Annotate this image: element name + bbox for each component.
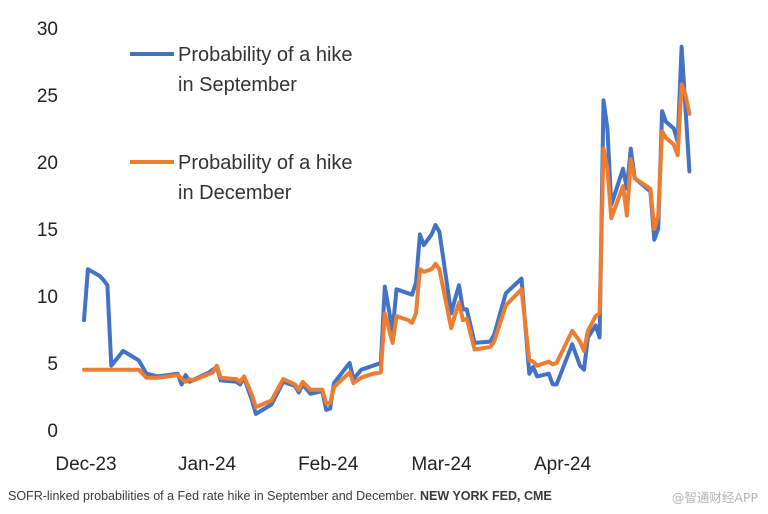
x-axis: Dec-23 Jan-24 Feb-24 Mar-24 Apr-24 <box>55 454 591 475</box>
watermark: @智通财经APP <box>671 490 758 505</box>
x-tick-label: Feb-24 <box>298 454 359 475</box>
legend-label-december: Probability of a hike <box>178 152 353 174</box>
x-tick-label: Dec-23 <box>55 454 116 475</box>
series-line-december <box>82 82 692 410</box>
caption-text: SOFR-linked probabilities of a Fed rate … <box>8 489 417 503</box>
line-chart: 0 5 10 15 20 25 30 Dec-23 Jan-24 Feb-24 Mar-24 Apr… <box>37 19 692 475</box>
y-tick-label: 20 <box>37 153 58 174</box>
x-tick-label: Apr-24 <box>534 454 591 475</box>
series-line-september <box>82 44 692 416</box>
legend: Probability of a hike in September Probabi… <box>130 44 353 204</box>
plot-area <box>82 44 692 416</box>
figure-caption: SOFR-linked probabilities of a Fed rate … <box>8 489 552 503</box>
y-tick-label: 25 <box>37 86 58 107</box>
y-tick-label: 0 <box>47 421 58 442</box>
x-tick-label: Jan-24 <box>178 454 237 475</box>
legend-label-december: in December <box>178 182 292 204</box>
y-axis: 0 5 10 15 20 25 30 <box>37 19 58 442</box>
legend-label-september: in September <box>178 74 297 96</box>
caption-source: NEW YORK FED, CME <box>420 489 552 503</box>
legend-label-september: Probability of a hike <box>178 44 353 66</box>
y-tick-label: 15 <box>37 220 58 241</box>
y-tick-label: 30 <box>37 19 58 40</box>
y-tick-label: 5 <box>47 354 58 375</box>
x-tick-label: Mar-24 <box>411 454 472 475</box>
y-tick-label: 10 <box>37 287 58 308</box>
